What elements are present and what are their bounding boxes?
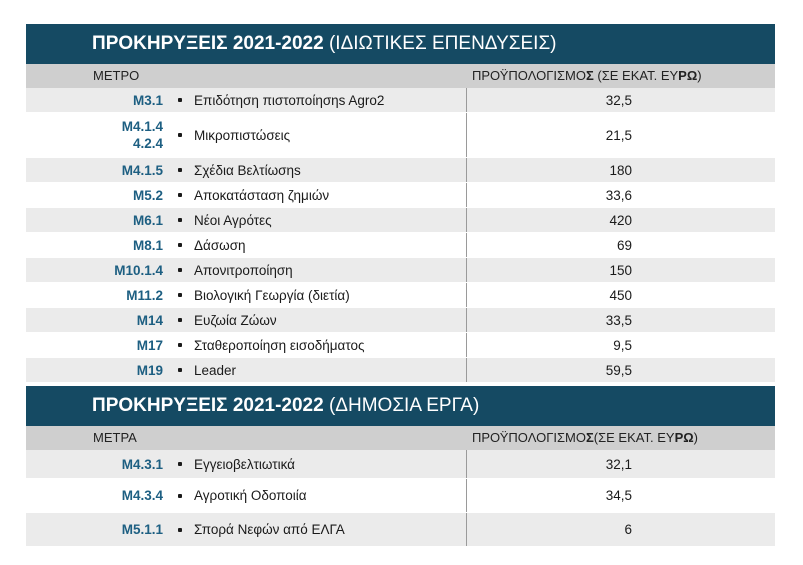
title-bold: ΠΡΟΚΗΡΥΞΕΙΣ 2021-2022 [92, 395, 324, 416]
table-row: Μ4.1.4 4.2.4 Μικροπιστώσεις 21,5 [26, 113, 775, 158]
column-divider [466, 158, 467, 182]
bullet-icon [178, 493, 182, 498]
measure-code: Μ14 [136, 312, 163, 328]
title-light: (ΙΔΙΩΤΙΚΕΣ ΕΠΕΝΔΥΣΕΙΣ) [328, 33, 557, 54]
budget-value: 59,5 [605, 362, 632, 378]
table-row: Μ5.2 Αποκατάσταση ζημιών 33,6 [26, 183, 775, 208]
budget-value: 180 [609, 162, 632, 178]
bullet-icon [178, 98, 182, 102]
column-divider [466, 233, 467, 257]
budget-tables: ΠΡΟΚΗΡΥΞΕΙΣ 2021-2022 (ΙΔΙΩΤΙΚΕΣ ΕΠΕΝΔΥΣ… [26, 24, 775, 547]
public-works-rows: Μ4.3.1 Εγγειοβελτιωτικά 32,1 Μ4.3.4 Αγροτική… [26, 450, 775, 547]
bullet-icon [178, 293, 182, 297]
table-row: Μ19 Leader 59,5 [26, 358, 775, 383]
budget-value: 34,5 [605, 488, 632, 503]
measure-name: Σπορά Νεφών από ΕΛΓΑ [194, 522, 345, 537]
budget-value: 450 [609, 287, 632, 303]
table-header: ΜΕΤΡΑ ΠΡΟΫΠΟΛΟΓΙΣΜΟΣ(ΣΕ ΕΚΑΤ. ΕΥΡΩ) [26, 426, 775, 450]
budget-value: 150 [609, 262, 632, 278]
measure-name: Μικροπιστώσεις [194, 127, 291, 143]
measure-code: Μ5.2 [132, 187, 163, 203]
column-divider [466, 183, 467, 207]
budget-value: 6 [624, 522, 632, 537]
measure-name: Αποκατάσταση ζημιών [194, 187, 330, 203]
budget-value: 9,5 [613, 337, 632, 353]
table-row: Μ4.3.1 Εγγειοβελτιωτικά 32,1 [26, 450, 775, 479]
budget-value: 69 [616, 237, 632, 253]
budget-value: 32,5 [605, 92, 632, 108]
measure-name: Εγγειοβελτιωτικά [194, 456, 295, 472]
table-header: ΜΕΤΡΟ ΠΡΟΫΠΟΛΟΓΙΣΜΟΣ (ΣΕ ΕΚΑΤ. ΕΥΡΩ) [26, 64, 775, 88]
measure-code: Μ6.1 [132, 212, 163, 228]
column-header-measures: ΜΕΤΡΑ [93, 430, 137, 445]
table-row: Μ5.1.1 Σπορά Νεφών από ΕΛΓΑ 6 [26, 513, 775, 547]
measure-code: Μ19 [136, 362, 163, 378]
measure-name: Απονιτροποίηση [194, 262, 293, 278]
column-divider [466, 258, 467, 282]
measure-code: Μ3.1 [132, 92, 163, 108]
column-header-budget: ΠΡΟΫΠΟΛΟΓΙΣΜΟΣ(ΣΕ ΕΚΑΤ. ΕΥΡΩ) [472, 430, 698, 445]
column-divider [466, 308, 467, 332]
measure-name: Δάσωση [194, 237, 246, 253]
budget-value: 33,6 [605, 187, 632, 203]
bullet-icon [178, 462, 182, 466]
measure-code: Μ10.1.4 [114, 262, 163, 278]
private-investments-rows: Μ3.1 Επιδότηση πιστοποίησηs Agro2 32,5 Μ4.1… [26, 88, 775, 383]
table-row: Μ8.1 Δάσωση 69 [26, 233, 775, 258]
measure-name: Σταθεροποίηση εισοδήματος [194, 337, 365, 353]
measure-name: Βιολογική Γεωργία (διετία) [194, 287, 350, 303]
bullet-icon [178, 343, 182, 347]
measure-code: Μ17 [136, 337, 163, 353]
measure-code: Μ4.1.4 4.2.4 [121, 119, 163, 151]
table-row: Μ11.2 Βιολογική Γεωργία (διετία) 450 [26, 283, 775, 308]
column-divider [466, 333, 467, 357]
column-divider [466, 208, 467, 232]
bullet-icon [178, 268, 182, 272]
table-row: Μ4.3.4 Αγροτική Οδοποιία 34,5 [26, 479, 775, 513]
table-row: Μ4.1.5 Σχέδια Βελτίωσηs 180 [26, 158, 775, 183]
column-header-measure: ΜΕΤΡΟ [93, 68, 140, 83]
column-divider [466, 479, 467, 512]
budget-value: 33,5 [605, 312, 632, 328]
bullet-icon [178, 527, 182, 532]
bullet-icon [178, 193, 182, 197]
measure-name: Ευζωία Ζώων [194, 312, 277, 328]
bullet-icon [178, 218, 182, 222]
title-bold: ΠΡΟΚΗΡΥΞΕΙΣ 2021-2022 [92, 33, 324, 54]
column-divider [466, 358, 467, 382]
bullet-icon [178, 133, 182, 137]
measure-name: Επιδότηση πιστοποίησηs Agro2 [194, 92, 385, 108]
measure-code: Μ5.1.1 [121, 522, 163, 537]
column-header-budget: ΠΡΟΫΠΟΛΟΓΙΣΜΟΣ (ΣΕ ΕΚΑΤ. ΕΥΡΩ) [472, 68, 702, 83]
measure-code: Μ4.3.1 [121, 456, 163, 472]
title-light: (ΔΗΜΟΣΙΑ ΕΡΓΑ) [328, 395, 480, 416]
column-divider [466, 283, 467, 307]
budget-value: 420 [609, 212, 632, 228]
column-divider [466, 450, 467, 478]
bullet-icon [178, 318, 182, 322]
column-divider [466, 88, 467, 112]
column-divider [466, 513, 467, 546]
measure-name: Νέοι Αγρότες [194, 212, 272, 228]
table-row: Μ14 Ευζωία Ζώων 33,5 [26, 308, 775, 333]
section-private-investments-title: ΠΡΟΚΗΡΥΞΕΙΣ 2021-2022 (ΙΔΙΩΤΙΚΕΣ ΕΠΕΝΔΥΣ… [26, 24, 775, 64]
table-row: Μ10.1.4 Απονιτροποίηση 150 [26, 258, 775, 283]
budget-value: 21,5 [605, 127, 632, 143]
section-public-works-title: ΠΡΟΚΗΡΥΞΕΙΣ 2021-2022 (ΔΗΜΟΣΙΑ ΕΡΓΑ) [26, 386, 775, 426]
measure-code: Μ8.1 [132, 237, 163, 253]
measure-name: Σχέδια Βελτίωσηs [194, 162, 301, 178]
table-row: Μ17 Σταθεροποίηση εισοδήματος 9,5 [26, 333, 775, 358]
measure-code: Μ4.1.5 [121, 162, 163, 178]
table-row: Μ6.1 Νέοι Αγρότες 420 [26, 208, 775, 233]
bullet-icon [178, 168, 182, 172]
bullet-icon [178, 368, 182, 372]
measure-code: Μ4.3.4 [121, 488, 163, 503]
table-row: Μ3.1 Επιδότηση πιστοποίησηs Agro2 32,5 [26, 88, 775, 113]
budget-value: 32,1 [605, 456, 632, 472]
measure-name: Αγροτική Οδοποιία [194, 488, 307, 503]
column-divider [466, 113, 467, 157]
measure-code: Μ11.2 [126, 287, 163, 303]
measure-name: Leader [194, 362, 237, 378]
bullet-icon [178, 243, 182, 247]
